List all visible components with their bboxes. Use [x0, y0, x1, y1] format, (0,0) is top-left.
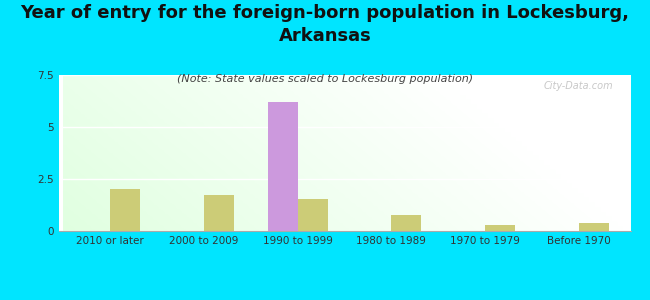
Bar: [391, 215, 421, 231]
Bar: [204, 195, 234, 231]
Text: City-Data.com: City-Data.com: [543, 81, 614, 91]
Bar: [268, 102, 298, 231]
Bar: [579, 223, 609, 231]
Legend: Lockesburg, Arkansas: Lockesburg, Arkansas: [244, 296, 445, 300]
Bar: [298, 199, 328, 231]
Bar: [485, 225, 515, 231]
Text: (Note: State values scaled to Lockesburg population): (Note: State values scaled to Lockesburg…: [177, 74, 473, 83]
Bar: [110, 189, 140, 231]
Text: Year of entry for the foreign-born population in Lockesburg,
Arkansas: Year of entry for the foreign-born popul…: [21, 4, 629, 45]
